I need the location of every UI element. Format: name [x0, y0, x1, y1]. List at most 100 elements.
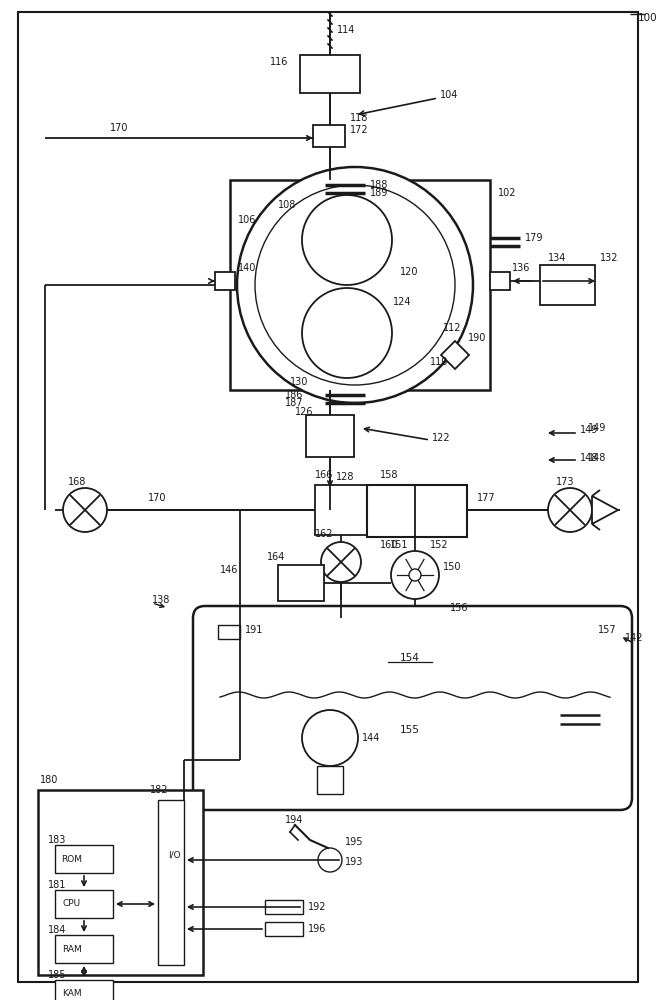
Bar [540, 265, 595, 305]
Text: 148: 148 [580, 453, 599, 463]
Text: 134: 134 [548, 253, 566, 263]
Text: 166: 166 [315, 470, 333, 480]
Bar [317, 766, 343, 794]
Text: 154: 154 [400, 653, 420, 663]
Text: 170: 170 [110, 123, 129, 133]
Text: 128: 128 [336, 472, 355, 482]
Text: 106: 106 [238, 215, 257, 225]
Text: ROM: ROM [62, 854, 82, 863]
FancyBboxPatch shape [193, 606, 632, 810]
Text: 157: 157 [598, 625, 617, 635]
Text: 195: 195 [345, 837, 363, 847]
Bar [278, 565, 324, 601]
Text: 185: 185 [48, 970, 66, 980]
Text: 150: 150 [443, 562, 461, 572]
Text: 148: 148 [588, 453, 607, 463]
Text: 170: 170 [148, 493, 166, 503]
Text: 144: 144 [362, 733, 381, 743]
Text: 182: 182 [150, 785, 168, 795]
Circle shape [237, 167, 473, 403]
Text: 149: 149 [580, 425, 599, 435]
Bar [315, 485, 367, 535]
Text: 181: 181 [48, 880, 66, 890]
Circle shape [255, 185, 455, 385]
Text: 116: 116 [270, 57, 288, 67]
Circle shape [391, 551, 439, 599]
Text: 188: 188 [370, 180, 389, 190]
Text: 112: 112 [443, 323, 461, 333]
Text: 110: 110 [430, 357, 448, 367]
Text: RAM: RAM [62, 944, 82, 954]
Bar [230, 180, 490, 390]
Bar [38, 790, 203, 975]
Bar [55, 935, 113, 963]
Circle shape [409, 569, 421, 581]
Text: 190: 190 [468, 333, 487, 343]
Bar [55, 980, 113, 1000]
Text: 130: 130 [290, 377, 308, 387]
Bar [218, 625, 240, 639]
Text: 189: 189 [370, 188, 389, 198]
Text: 183: 183 [48, 835, 66, 845]
Bar [55, 890, 113, 918]
Bar [158, 800, 184, 965]
Text: 136: 136 [512, 263, 530, 273]
Text: 142: 142 [625, 633, 644, 643]
Bar [300, 55, 360, 93]
Text: 158: 158 [380, 470, 398, 480]
Text: 179: 179 [525, 233, 544, 243]
Text: CPU: CPU [63, 900, 81, 908]
Bar [265, 922, 303, 936]
Bar [306, 415, 354, 457]
Text: 156: 156 [450, 603, 469, 613]
Text: 151: 151 [390, 540, 408, 550]
Circle shape [321, 542, 361, 582]
Circle shape [318, 848, 342, 872]
Text: 191: 191 [245, 625, 263, 635]
Text: 114: 114 [337, 25, 355, 35]
Text: 100: 100 [638, 13, 658, 23]
Bar [313, 125, 345, 147]
Text: 193: 193 [345, 857, 363, 867]
Text: 186: 186 [285, 390, 304, 400]
Text: 152: 152 [430, 540, 449, 550]
Bar [215, 272, 235, 290]
Text: 122: 122 [432, 433, 451, 443]
Circle shape [302, 710, 358, 766]
Text: 168: 168 [68, 477, 86, 487]
Text: 155: 155 [400, 725, 420, 735]
Text: 177: 177 [477, 493, 496, 503]
Text: KAM: KAM [62, 990, 82, 998]
Bar [490, 272, 510, 290]
Text: 164: 164 [267, 552, 285, 562]
Text: 173: 173 [556, 477, 575, 487]
Text: 120: 120 [400, 267, 418, 277]
Text: 160: 160 [380, 540, 398, 550]
Text: 149: 149 [588, 423, 607, 433]
Circle shape [302, 288, 392, 378]
Text: 126: 126 [295, 407, 314, 417]
Text: 192: 192 [308, 902, 326, 912]
Circle shape [548, 488, 592, 532]
Text: 172: 172 [350, 125, 369, 135]
Text: 162: 162 [315, 529, 333, 539]
Text: I/O: I/O [168, 850, 180, 859]
Text: 118: 118 [350, 113, 369, 123]
Text: 140: 140 [238, 263, 257, 273]
Circle shape [302, 195, 392, 285]
Text: 180: 180 [40, 775, 58, 785]
Text: 108: 108 [278, 200, 296, 210]
Text: 146: 146 [220, 565, 239, 575]
Text: 132: 132 [600, 253, 619, 263]
Text: 138: 138 [152, 595, 170, 605]
Bar [55, 845, 113, 873]
Text: 194: 194 [285, 815, 304, 825]
Bar [265, 900, 303, 914]
Polygon shape [592, 496, 618, 524]
Text: 187: 187 [285, 398, 304, 408]
Circle shape [63, 488, 107, 532]
Bar [367, 485, 467, 537]
Text: 184: 184 [48, 925, 66, 935]
Text: 102: 102 [498, 188, 516, 198]
Polygon shape [441, 341, 469, 369]
